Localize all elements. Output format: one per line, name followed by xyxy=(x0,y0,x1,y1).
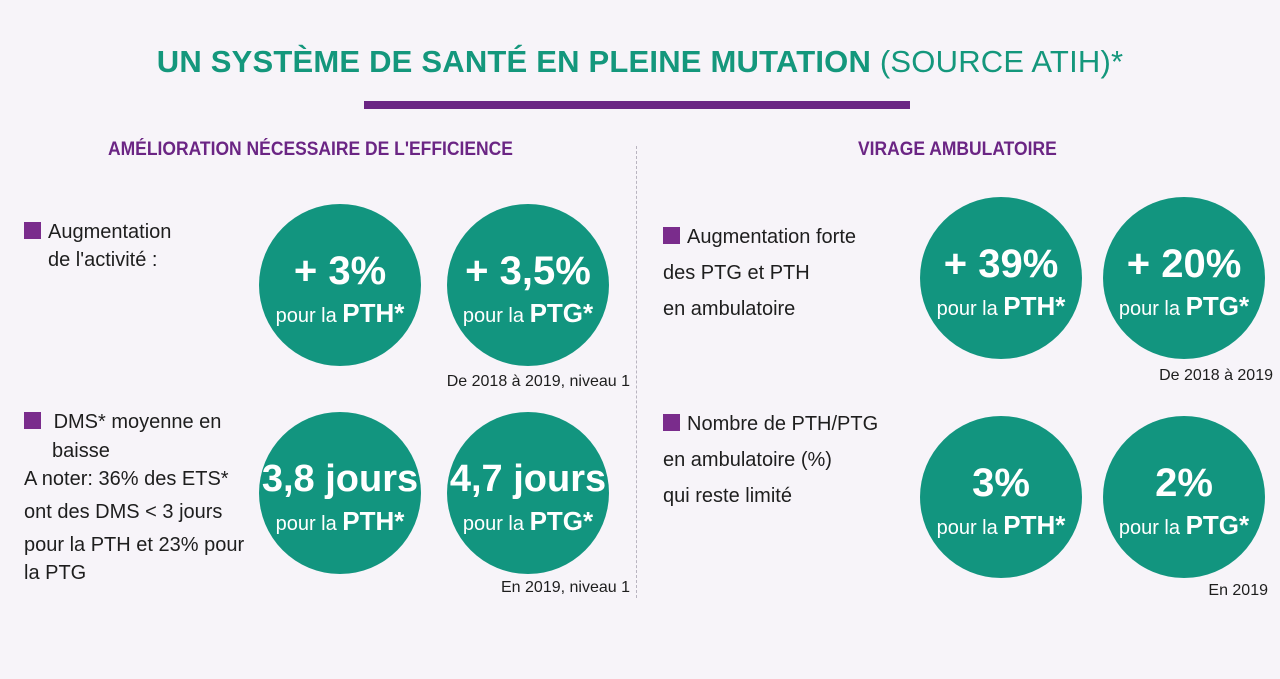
stat-label: pour la PTH* xyxy=(275,298,405,328)
text-line: Augmentation forte xyxy=(663,219,856,255)
dms-text: DMS* moyenne en baisse A noter: 36% des … xyxy=(24,406,244,584)
stat-value: + 3,5% xyxy=(465,249,591,293)
stat-circle-share-ptg: 2% pour la PTG* xyxy=(1103,416,1265,578)
activity-text: Augmentation de l'activité : xyxy=(24,218,171,274)
stat-label: pour la PTG* xyxy=(462,298,594,328)
text-line: pour la PTH et 23% pour xyxy=(24,534,245,556)
text-line: A noter: 36% des ETS* xyxy=(24,468,229,490)
stat-value: 4,7 jours xyxy=(449,458,607,500)
stat-label: pour la PTG* xyxy=(1118,291,1250,321)
period-note: En 2019, niveau 1 xyxy=(501,579,630,596)
stat-value: 2% xyxy=(1155,461,1213,505)
text-line: Nombre de PTH/PTG xyxy=(663,406,878,442)
stat-value: + 3% xyxy=(293,249,387,293)
stat-circle-ambulatory-ptg: + 20% pour la PTG* xyxy=(1103,197,1265,359)
text-line: la PTG xyxy=(24,562,87,584)
text-line: qui reste limité xyxy=(663,485,792,507)
page-title: UN SYSTÈME DE SANTÉ EN PLEINE MUTATION (… xyxy=(0,44,1280,80)
period-note: De 2018 à 2019, niveau 1 xyxy=(446,373,630,390)
ambulatory-growth-text: Augmentation forte des PTG et PTH en amb… xyxy=(663,219,856,327)
stat-value: + 20% xyxy=(1126,242,1242,286)
bullet-square-icon xyxy=(663,227,680,244)
bullet-square-icon xyxy=(24,412,41,429)
text-line: DMS* moyenne en xyxy=(24,406,244,439)
period-note: De 2018 à 2019 xyxy=(1159,367,1273,384)
column-divider xyxy=(636,146,637,598)
stat-value: + 39% xyxy=(943,242,1059,286)
stat-label: pour la PTG* xyxy=(1118,510,1250,540)
stat-circle-ambulatory-pth: + 39% pour la PTH* xyxy=(920,197,1082,359)
text-line: en ambulatoire xyxy=(663,298,796,320)
stat-label: pour la PTG* xyxy=(462,506,594,536)
period-note: En 2019 xyxy=(1208,582,1268,599)
bullet-square-icon xyxy=(24,222,41,239)
stat-value: 3% xyxy=(972,461,1030,505)
section-heading-efficience: AMÉLIORATION NÉCESSAIRE DE L'EFFICIENCE xyxy=(108,139,513,160)
text-line: des PTG et PTH xyxy=(663,262,810,284)
stat-circle-share-pth: 3% pour la PTH* xyxy=(920,416,1082,578)
text-line: de l'activité : xyxy=(48,249,158,271)
title-underline xyxy=(364,101,910,109)
stat-circle-dms-ptg: 4,7 jours pour la PTG* xyxy=(447,412,609,574)
bullet-square-icon xyxy=(663,414,680,431)
title-source: (SOURCE ATIH)* xyxy=(879,44,1124,79)
stat-label: pour la PTH* xyxy=(936,510,1066,540)
text-line: baisse xyxy=(52,440,110,462)
text-line: Augmentation xyxy=(24,218,171,246)
stat-circle-activity-ptg: + 3,5% pour la PTG* xyxy=(447,204,609,366)
stat-label: pour la PTH* xyxy=(936,291,1066,321)
text-line: ont des DMS < 3 jours xyxy=(24,501,223,523)
section-heading-ambulatoire: VIRAGE AMBULATOIRE xyxy=(858,139,1057,160)
stat-value: 3,8 jours xyxy=(261,458,419,500)
stat-circle-activity-pth: + 3% pour la PTH* xyxy=(259,204,421,366)
title-main: UN SYSTÈME DE SANTÉ EN PLEINE MUTATION xyxy=(156,44,872,79)
stat-circle-dms-pth: 3,8 jours pour la PTH* xyxy=(259,412,421,574)
text-line: en ambulatoire (%) xyxy=(663,449,832,471)
stat-label: pour la PTH* xyxy=(275,506,405,536)
ambulatory-share-text: Nombre de PTH/PTG en ambulatoire (%) qui… xyxy=(663,406,878,514)
